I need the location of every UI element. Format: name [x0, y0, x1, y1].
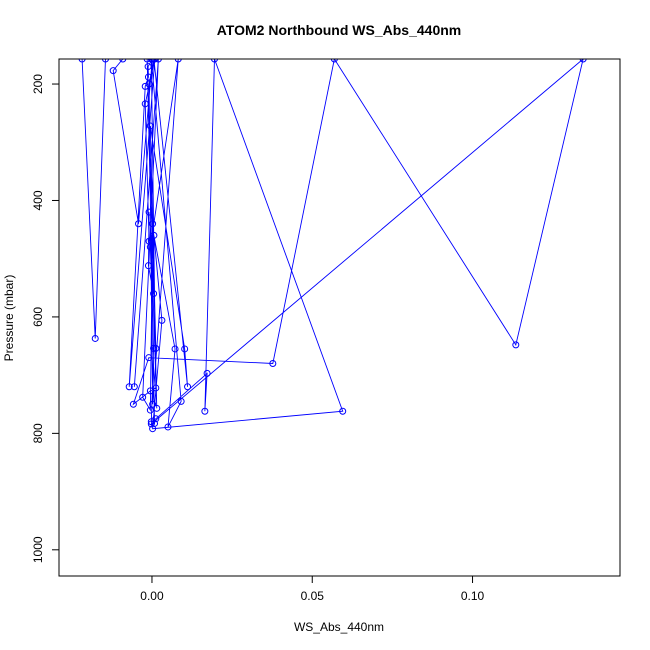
data-point — [158, 316, 166, 324]
data-point — [101, 59, 109, 63]
data-point — [174, 59, 182, 63]
data-point — [145, 354, 153, 362]
data-point — [152, 384, 160, 392]
chart-title: ATOM2 Northbound WS_Abs_440nm — [217, 22, 462, 38]
data-point — [147, 59, 155, 63]
data-point — [141, 82, 149, 90]
data-point — [144, 63, 152, 71]
data-point — [145, 80, 153, 88]
data-point — [152, 415, 160, 423]
data-point — [151, 419, 159, 427]
data-point — [130, 383, 138, 391]
data-point — [210, 59, 218, 63]
data-point — [146, 122, 154, 130]
y-tick-label: 200 — [31, 74, 45, 94]
data-point — [150, 344, 158, 352]
data-point — [91, 334, 99, 342]
data-point — [154, 59, 162, 63]
data-point — [153, 404, 161, 412]
x-tick-label: 0.10 — [461, 589, 485, 603]
data-point — [139, 393, 147, 401]
x-tick-label: 0.05 — [301, 589, 325, 603]
data-point — [330, 59, 338, 63]
y-tick-label: 800 — [31, 423, 45, 443]
data-point — [129, 400, 137, 408]
data-point — [145, 208, 153, 216]
x-axis: 0.00 0.05 0.10 — [140, 575, 485, 603]
data-point — [146, 406, 154, 414]
series-layer — [78, 59, 587, 433]
data-point — [141, 100, 149, 108]
data-point — [143, 59, 151, 63]
data-point — [184, 383, 192, 391]
data-point — [171, 345, 179, 353]
data-point — [147, 237, 155, 245]
data-point — [164, 423, 172, 431]
data-point — [150, 59, 158, 63]
data-point — [135, 220, 142, 228]
data-point — [177, 397, 185, 405]
plot-frame — [58, 58, 621, 577]
data-point — [150, 290, 158, 298]
data-point — [152, 344, 160, 352]
y-tick-label: 400 — [31, 190, 45, 210]
data-point — [119, 59, 127, 63]
y-tick-label: 600 — [31, 307, 45, 327]
data-point — [149, 220, 157, 228]
x-axis-label: WS_Abs_440nm — [294, 620, 384, 634]
data-point — [579, 59, 587, 63]
data-point — [144, 262, 152, 270]
data-point — [147, 420, 155, 428]
data-point — [512, 341, 520, 349]
series-line — [81, 59, 584, 430]
data-point — [201, 407, 209, 415]
data-point — [125, 383, 133, 391]
y-axis-label: Pressure (mbar) — [2, 275, 16, 362]
data-point — [144, 73, 152, 81]
data-point — [150, 231, 158, 239]
plot-area — [58, 58, 621, 577]
data-point — [181, 345, 189, 353]
data-point — [203, 369, 211, 377]
x-tick-label: 0.00 — [140, 589, 164, 603]
data-point — [78, 59, 86, 63]
data-point — [149, 400, 157, 408]
data-point — [339, 407, 347, 415]
y-tick-label: 1000 — [31, 536, 45, 563]
y-axis: 200 400 600 800 1000 — [31, 74, 60, 563]
data-point — [109, 67, 117, 75]
data-point — [269, 359, 277, 367]
data-point — [146, 387, 154, 395]
